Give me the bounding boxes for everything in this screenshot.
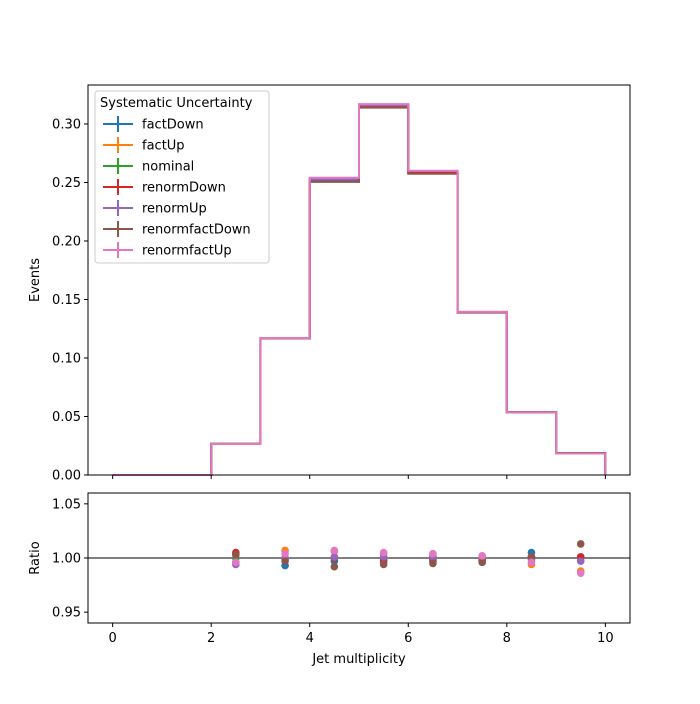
ratio-point-renormfactUp xyxy=(478,552,486,560)
main-plot-frame xyxy=(87,84,631,476)
main-y-axis-label: Events xyxy=(28,258,43,302)
ratio-panel: 0 2 4 6 8 10 0.95 1.00 1.05 Ratio Jet multiplicity xyxy=(28,492,631,667)
legend-label-renormfactUp: renormfactUp xyxy=(142,244,232,259)
ratio-point-renormfactDown xyxy=(527,553,536,561)
ratio-point-renormfactUp xyxy=(429,549,437,558)
ratio-xtick-label: 8 xyxy=(503,631,511,646)
legend-label-factDown: factDown xyxy=(142,118,204,133)
ratio-point-renormfactDown xyxy=(281,557,289,566)
ratio-ytick-label: 1.05 xyxy=(52,497,81,512)
main-ytick-label: 0.20 xyxy=(52,234,81,249)
ratio-point-renormUp xyxy=(330,553,339,561)
legend-label-factUp: factUp xyxy=(142,139,185,154)
main-ytick-label: 0.25 xyxy=(52,176,81,191)
ratio-point-renormfactUp xyxy=(232,558,240,567)
ratio-point-renormfactDown xyxy=(576,540,585,548)
main-panel: 0.00 0.05 0.10 0.15 0.20 0.25 0.30 Events System… xyxy=(28,84,631,484)
ratio-points-group xyxy=(232,540,585,577)
main-ytick-label: 0.15 xyxy=(52,293,81,308)
legend-item: renormfactDown xyxy=(103,221,251,238)
ratio-point-renormfactDown xyxy=(429,559,437,568)
main-ytick-label: 0.05 xyxy=(52,410,81,425)
main-series-group xyxy=(112,103,607,476)
legend: Systematic Uncertainty factDown factUp nomi… xyxy=(94,90,270,264)
ratio-point-renormfactUp xyxy=(527,558,536,567)
ratio-point-renormUp xyxy=(576,557,585,566)
legend-label-nominal: nominal xyxy=(142,160,194,175)
ratio-xtick-label: 6 xyxy=(404,631,412,646)
legend-title: Systematic Uncertainty xyxy=(100,96,253,111)
legend-item: renormUp xyxy=(103,200,207,217)
legend-item: factDown xyxy=(103,116,204,133)
series-step-renormfactUp xyxy=(112,103,607,476)
ratio-y-axis-label: Ratio xyxy=(28,541,43,574)
legend-label-renormfactDown: renormfactDown xyxy=(142,223,251,238)
ratio-point-renormfactUp xyxy=(281,549,289,558)
ratio-point-renormfactDown xyxy=(379,560,388,569)
ratio-point-renormfactDown xyxy=(478,558,486,567)
legend-label-renormDown: renormDown xyxy=(142,181,226,196)
main-ytick-label: 0.30 xyxy=(52,117,81,132)
ratio-point-renormfactDown xyxy=(330,562,339,571)
legend-item: nominal xyxy=(103,158,194,175)
ratio-ytick-label: 1.00 xyxy=(52,552,81,567)
legend-label-renormUp: renormUp xyxy=(142,202,207,217)
legend-box xyxy=(94,90,270,264)
ratio-point-renormfactDown xyxy=(232,550,240,559)
legend-item: renormfactUp xyxy=(103,242,232,259)
main-ytick-label: 0.10 xyxy=(52,351,81,366)
main-ytick-label: 0.00 xyxy=(52,469,81,484)
x-axis-label: Jet multiplicity xyxy=(311,652,406,667)
ratio-xtick-label: 0 xyxy=(108,631,116,646)
ratio-xtick-label: 4 xyxy=(306,631,314,646)
ratio-xtick-label: 2 xyxy=(207,631,215,646)
ratio-point-renormfactUp xyxy=(576,569,585,577)
ratio-point-renormfactUp xyxy=(379,548,388,557)
ratio-ytick-label: 0.95 xyxy=(52,606,81,621)
legend-item: renormDown xyxy=(103,179,226,196)
ratio-point-renormfactUp xyxy=(330,546,339,555)
ratio-xtick-label: 10 xyxy=(597,631,614,646)
legend-item: factUp xyxy=(103,137,185,154)
